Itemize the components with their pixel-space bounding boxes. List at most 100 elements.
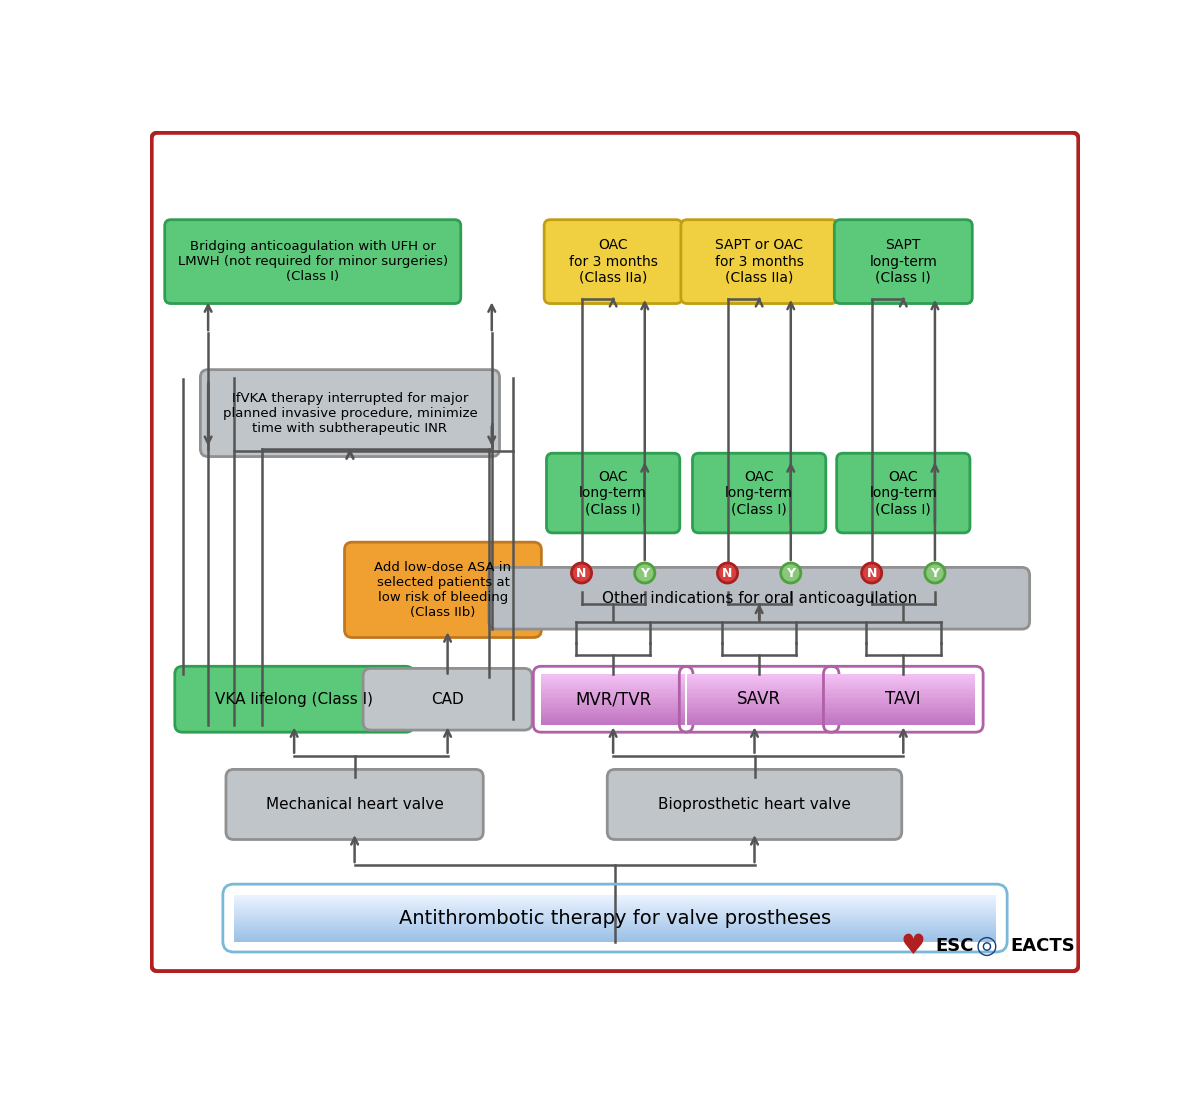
FancyBboxPatch shape [541, 722, 685, 726]
FancyBboxPatch shape [234, 910, 996, 913]
Circle shape [718, 563, 738, 583]
FancyBboxPatch shape [234, 901, 996, 904]
Text: IfVKA therapy interrupted for major
planned invasive procedure, minimize
time wi: IfVKA therapy interrupted for major plan… [222, 391, 478, 435]
FancyBboxPatch shape [832, 712, 976, 715]
FancyBboxPatch shape [541, 684, 685, 687]
FancyBboxPatch shape [541, 686, 685, 690]
Text: MVR/TVR: MVR/TVR [575, 691, 652, 708]
Text: Y: Y [641, 566, 649, 579]
FancyBboxPatch shape [541, 712, 685, 715]
FancyBboxPatch shape [541, 707, 685, 710]
FancyBboxPatch shape [832, 707, 976, 710]
Text: TAVI: TAVI [886, 691, 922, 708]
FancyBboxPatch shape [541, 696, 685, 700]
FancyBboxPatch shape [688, 712, 832, 715]
FancyBboxPatch shape [832, 715, 976, 718]
FancyBboxPatch shape [832, 674, 976, 678]
FancyBboxPatch shape [234, 896, 996, 898]
FancyBboxPatch shape [234, 900, 996, 902]
FancyBboxPatch shape [688, 690, 832, 693]
FancyBboxPatch shape [688, 692, 832, 695]
FancyBboxPatch shape [175, 667, 414, 732]
Text: Bridging anticoagulation with UFH or
LMWH (not required for minor surgeries)
(Cl: Bridging anticoagulation with UFH or LMW… [178, 240, 448, 283]
FancyBboxPatch shape [234, 907, 996, 909]
FancyBboxPatch shape [541, 692, 685, 695]
FancyBboxPatch shape [234, 914, 996, 916]
FancyBboxPatch shape [234, 927, 996, 930]
FancyBboxPatch shape [832, 717, 976, 720]
FancyBboxPatch shape [234, 929, 996, 931]
Circle shape [781, 563, 800, 583]
FancyBboxPatch shape [832, 686, 976, 690]
Text: VKA lifelong (Class I): VKA lifelong (Class I) [215, 692, 373, 707]
FancyBboxPatch shape [688, 686, 832, 690]
FancyBboxPatch shape [688, 677, 832, 680]
FancyBboxPatch shape [832, 677, 976, 680]
FancyBboxPatch shape [832, 694, 976, 697]
Circle shape [571, 563, 592, 583]
FancyBboxPatch shape [688, 684, 832, 687]
FancyBboxPatch shape [344, 542, 541, 637]
FancyBboxPatch shape [541, 674, 685, 678]
FancyBboxPatch shape [692, 454, 826, 533]
FancyBboxPatch shape [541, 682, 685, 685]
FancyBboxPatch shape [226, 769, 484, 839]
FancyBboxPatch shape [200, 369, 499, 457]
FancyBboxPatch shape [688, 704, 832, 707]
FancyBboxPatch shape [541, 677, 685, 680]
Text: OAC
long-term
(Class I): OAC long-term (Class I) [725, 470, 793, 516]
FancyBboxPatch shape [234, 903, 996, 905]
FancyBboxPatch shape [832, 696, 976, 700]
FancyBboxPatch shape [832, 702, 976, 705]
Text: N: N [866, 566, 877, 579]
FancyBboxPatch shape [364, 669, 532, 730]
Text: ♥: ♥ [900, 932, 925, 960]
FancyBboxPatch shape [607, 769, 901, 839]
FancyBboxPatch shape [834, 220, 972, 304]
FancyBboxPatch shape [688, 674, 832, 678]
FancyBboxPatch shape [234, 906, 996, 908]
Circle shape [862, 563, 882, 583]
Text: OAC
for 3 months
(Class IIa): OAC for 3 months (Class IIa) [569, 238, 658, 285]
FancyBboxPatch shape [832, 700, 976, 703]
FancyBboxPatch shape [234, 930, 996, 932]
FancyBboxPatch shape [541, 694, 685, 697]
FancyBboxPatch shape [234, 932, 996, 935]
FancyBboxPatch shape [832, 722, 976, 726]
Text: ESC: ESC [936, 937, 974, 955]
FancyBboxPatch shape [234, 898, 996, 901]
Text: OAC
long-term
(Class I): OAC long-term (Class I) [869, 470, 937, 516]
FancyBboxPatch shape [541, 702, 685, 705]
FancyBboxPatch shape [832, 704, 976, 707]
Text: SAPT or OAC
for 3 months
(Class IIa): SAPT or OAC for 3 months (Class IIa) [715, 238, 804, 285]
FancyBboxPatch shape [541, 690, 685, 693]
Text: Y: Y [786, 566, 796, 579]
FancyBboxPatch shape [234, 921, 996, 924]
FancyBboxPatch shape [541, 717, 685, 720]
FancyBboxPatch shape [234, 937, 996, 939]
Text: Antithrombotic therapy for valve prostheses: Antithrombotic therapy for valve prosthe… [398, 908, 832, 928]
Circle shape [635, 563, 655, 583]
Circle shape [925, 563, 944, 583]
FancyBboxPatch shape [688, 702, 832, 705]
FancyBboxPatch shape [234, 918, 996, 920]
FancyBboxPatch shape [234, 915, 996, 917]
FancyBboxPatch shape [688, 696, 832, 700]
Text: SAPT
long-term
(Class I): SAPT long-term (Class I) [869, 238, 937, 285]
FancyBboxPatch shape [234, 933, 996, 936]
Text: EACTS: EACTS [1010, 937, 1075, 955]
Text: Y: Y [930, 566, 940, 579]
FancyBboxPatch shape [832, 684, 976, 687]
FancyBboxPatch shape [164, 220, 461, 304]
FancyBboxPatch shape [688, 682, 832, 685]
FancyBboxPatch shape [234, 926, 996, 928]
FancyBboxPatch shape [541, 700, 685, 703]
FancyBboxPatch shape [544, 220, 682, 304]
FancyBboxPatch shape [688, 719, 832, 722]
FancyBboxPatch shape [234, 912, 996, 914]
FancyBboxPatch shape [234, 895, 996, 897]
FancyBboxPatch shape [832, 709, 976, 713]
FancyBboxPatch shape [832, 719, 976, 722]
Text: ◎: ◎ [976, 933, 998, 957]
FancyBboxPatch shape [688, 717, 832, 720]
